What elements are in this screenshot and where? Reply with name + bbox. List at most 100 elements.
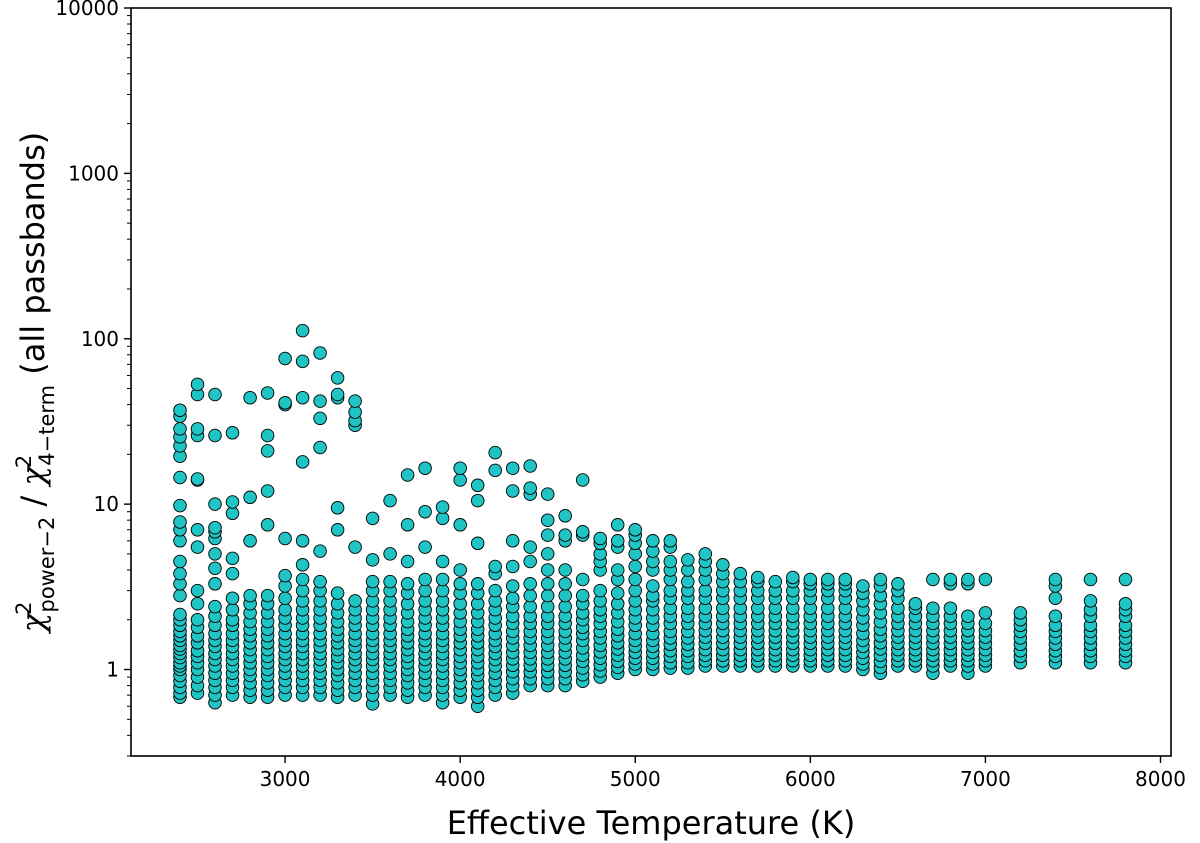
data-point <box>716 558 730 572</box>
data-point <box>190 377 205 392</box>
data-point <box>330 586 345 600</box>
data-point <box>208 497 222 511</box>
x-tick-label: 3000 <box>260 767 311 791</box>
x-tick-label: 8000 <box>1135 767 1186 791</box>
data-point <box>278 396 292 410</box>
y-tick-label: 1000 <box>68 161 119 185</box>
data-point <box>173 403 187 417</box>
data-point <box>470 536 485 551</box>
data-point <box>505 461 520 475</box>
y-title-sub-den: 4−term <box>35 385 59 466</box>
data-point <box>540 547 555 561</box>
data-point <box>523 554 537 569</box>
data-point <box>190 422 205 436</box>
data-point <box>768 574 783 589</box>
data-point <box>908 596 923 611</box>
data-point <box>926 572 940 587</box>
data-point <box>383 547 397 561</box>
plot-frame <box>130 7 1172 757</box>
data-point <box>278 602 292 617</box>
data-point <box>295 455 310 469</box>
data-point <box>173 498 187 513</box>
y-tick-label: 10000 <box>55 0 119 20</box>
data-point <box>418 540 432 554</box>
data-point <box>190 540 205 554</box>
data-point <box>558 509 572 523</box>
x-tick-label: 7000 <box>960 767 1011 791</box>
data-point <box>628 559 642 574</box>
data-point <box>540 487 555 501</box>
data-point <box>1013 606 1028 620</box>
data-point <box>278 351 292 366</box>
data-point <box>575 473 590 487</box>
data-point <box>295 390 310 405</box>
data-point <box>523 588 537 603</box>
data-point <box>330 501 345 515</box>
data-point <box>523 459 537 473</box>
data-point <box>383 493 397 508</box>
y-title-symbol-num: χ <box>14 611 52 634</box>
data-point <box>540 588 555 603</box>
data-point <box>260 428 275 443</box>
data-point <box>610 534 625 548</box>
data-point <box>173 470 187 485</box>
data-point <box>470 493 485 508</box>
data-point <box>610 518 625 532</box>
data-point <box>348 394 362 408</box>
data-point <box>208 547 222 561</box>
data-point <box>190 472 205 486</box>
data-point <box>348 594 362 608</box>
data-point <box>330 371 345 385</box>
data-point <box>330 523 345 537</box>
data-point <box>505 559 520 574</box>
data-point <box>523 540 537 554</box>
data-point <box>681 553 695 567</box>
data-point <box>313 544 327 558</box>
data-point <box>173 588 187 603</box>
data-point <box>418 504 432 519</box>
data-point <box>208 561 222 575</box>
data-point <box>978 572 993 587</box>
data-point <box>628 572 642 587</box>
y-title-symbol-den: χ <box>14 465 52 488</box>
data-point <box>558 528 572 542</box>
data-point <box>260 386 275 400</box>
data-point <box>453 577 467 591</box>
data-point <box>225 506 240 521</box>
x-tick-label: 5000 <box>610 767 661 791</box>
y-title-sub-num: power−2 <box>35 517 59 613</box>
data-point <box>418 461 432 475</box>
data-point <box>313 411 327 426</box>
data-point <box>873 572 888 587</box>
data-point <box>208 577 222 591</box>
data-point <box>208 520 222 535</box>
data-point <box>225 566 240 581</box>
data-point <box>453 461 467 475</box>
data-point <box>453 518 467 532</box>
data-point <box>435 554 450 569</box>
data-point <box>558 588 572 603</box>
data-point <box>190 596 205 611</box>
data-point <box>313 346 327 360</box>
data-point <box>295 558 310 572</box>
data-point <box>575 588 590 603</box>
data-point <box>733 566 748 581</box>
data-point <box>225 426 240 440</box>
data-point <box>505 484 520 498</box>
y-tick-label: 10 <box>94 492 119 516</box>
data-point <box>786 570 800 585</box>
data-point <box>558 577 572 591</box>
data-point <box>225 495 240 509</box>
y-axis-ticks: 1 10 100 1000 10000 <box>55 0 131 682</box>
data-point <box>313 394 327 408</box>
data-point <box>295 354 310 369</box>
data-point <box>435 572 450 587</box>
data-point <box>663 534 678 548</box>
data-point <box>1083 572 1098 587</box>
data-point <box>540 513 555 527</box>
data-point <box>698 547 713 561</box>
data-point <box>540 563 555 577</box>
data-point <box>575 572 590 587</box>
data-point <box>418 572 432 587</box>
x-axis-title: Effective Temperature (K) <box>447 804 856 842</box>
